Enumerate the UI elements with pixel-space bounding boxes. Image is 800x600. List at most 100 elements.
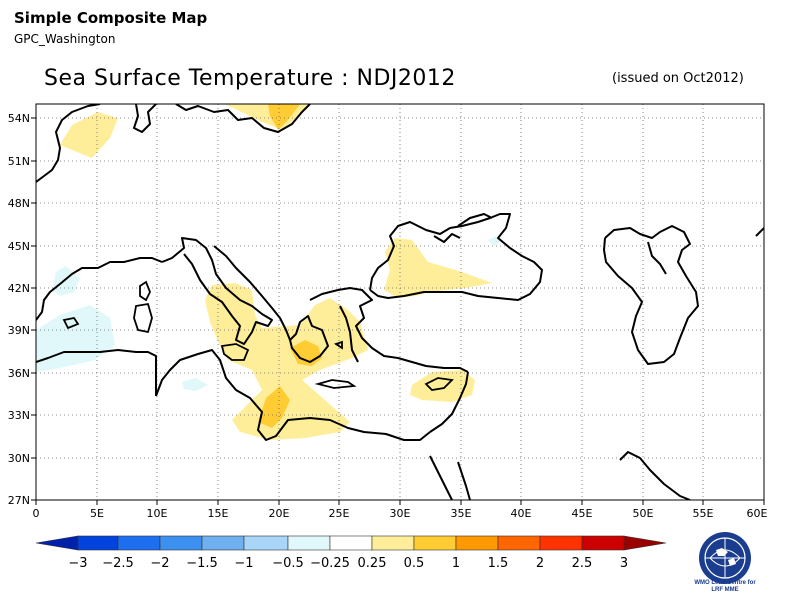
island-corsica xyxy=(139,280,151,302)
coast-caspian-inner xyxy=(647,241,667,275)
colorbar-cell xyxy=(77,535,119,551)
coast-red-sea xyxy=(429,455,453,500)
colorbar-label: 0.5 xyxy=(404,556,425,571)
island-sardinia xyxy=(133,302,153,334)
lat-label: 45N xyxy=(8,240,30,253)
coast-levant xyxy=(429,371,469,433)
colorbar-label: 2.5 xyxy=(572,556,593,571)
grid-lines xyxy=(36,104,764,500)
colorbar-cell xyxy=(371,535,415,551)
colorbar-cell xyxy=(243,535,289,551)
lon-label: 10E xyxy=(147,507,168,520)
lat-labels: 54N 51N 48N 45N 42N 39N 36N 33N 30N 27N xyxy=(8,112,30,507)
coast-baltic xyxy=(175,104,311,133)
colorbar-label: −0.25 xyxy=(310,556,350,571)
wmo-logo-caption: WMO Lead Centre for LRF MME xyxy=(680,580,770,594)
coast-black-sea xyxy=(369,213,543,301)
colorbar-label: 2 xyxy=(536,556,544,571)
islands xyxy=(62,280,454,391)
coast-caspian xyxy=(603,225,699,365)
coast-azov xyxy=(457,213,493,227)
logo-caption-line1: WMO Lead Centre for xyxy=(694,580,756,586)
lat-label: 27N xyxy=(8,494,30,507)
anomaly-levant xyxy=(410,370,475,402)
lon-label: 30E xyxy=(390,507,411,520)
lat-label: 42N xyxy=(8,282,30,295)
coast-red-sea-east xyxy=(457,461,471,500)
colorbar-label: −3 xyxy=(68,556,87,571)
coast-aegean-turkey xyxy=(339,305,359,363)
colorbar-cell xyxy=(159,535,203,551)
coastlines xyxy=(36,104,764,500)
lon-label: 35E xyxy=(451,507,472,520)
lon-label: 0 xyxy=(33,507,40,520)
lat-label: 30N xyxy=(8,452,30,465)
anomaly-black-sea xyxy=(384,238,492,298)
lat-label: 36N xyxy=(8,367,30,380)
colorbar-cell xyxy=(329,535,373,551)
island-cyprus xyxy=(424,377,454,391)
coast-italy-france xyxy=(161,237,273,345)
lat-label: 51N xyxy=(8,155,30,168)
wmo-logo-icon xyxy=(699,532,751,584)
colorbar-label: 0.25 xyxy=(358,556,387,571)
colorbar-cell xyxy=(201,535,245,551)
colorbar-cell xyxy=(455,535,499,551)
lat-label: 54N xyxy=(8,112,30,125)
lon-label: 15E xyxy=(208,507,229,520)
coast-north-europe xyxy=(36,104,101,183)
colorbar-label: −2.5 xyxy=(102,556,134,571)
lat-label: 39N xyxy=(8,324,30,337)
anomaly-east-med-cool xyxy=(182,378,208,391)
colorbar-label: −1 xyxy=(234,556,253,571)
colorbar-cell xyxy=(287,535,331,551)
colorbar-cell xyxy=(497,535,541,551)
coast-greece xyxy=(289,315,329,363)
colorbar-cell xyxy=(581,535,625,551)
colorbar-left-arrow xyxy=(35,535,79,551)
anomaly-caspian-cool xyxy=(488,236,500,246)
anomaly-atlantic-cool xyxy=(36,305,115,372)
island-aegean-1 xyxy=(333,340,343,350)
colorbar-label: −1.5 xyxy=(186,556,218,571)
map-title: Sea Surface Temperature : NDJ2012 xyxy=(44,66,456,91)
colorbar-right-arrow xyxy=(623,535,667,551)
colorbar-cell xyxy=(413,535,457,551)
lon-label: 40E xyxy=(511,507,532,520)
lon-label: 60E xyxy=(747,507,768,520)
colorbar-label: 1.5 xyxy=(488,556,509,571)
colorbar-label: 3 xyxy=(620,556,628,571)
island-sicily xyxy=(220,343,250,361)
anomaly-central-med-core xyxy=(258,386,290,428)
colorbar-label: −0.5 xyxy=(272,556,304,571)
colorbar xyxy=(35,535,667,551)
coast-maghreb-west xyxy=(36,349,157,396)
anomaly-central-med xyxy=(205,283,368,440)
lon-label: 5E xyxy=(90,507,104,520)
colorbar-cell xyxy=(539,535,583,551)
coast-crimea xyxy=(433,233,461,243)
island-balearic xyxy=(62,316,80,330)
lat-label: 33N xyxy=(8,409,30,422)
colorbar-labels: −3 −2.5 −2 −1.5 −1 −0.5 −0.25 0.25 0.5 1… xyxy=(68,556,628,571)
anomaly-baltic-core xyxy=(268,104,300,130)
coast-adriatic-east xyxy=(213,245,291,341)
logo-caption-line2: LRF MME xyxy=(711,587,739,593)
lon-labels: 0 5E 10E 15E 20E 25E 30E 35E 40E 45E 50E… xyxy=(33,507,768,520)
coast-denmark xyxy=(133,104,157,133)
issued-date: (issued on Oct2012) xyxy=(612,71,744,86)
coast-spain-med xyxy=(36,257,163,321)
coast-east-edge xyxy=(755,227,764,237)
colorbar-label: −2 xyxy=(150,556,169,571)
anomaly-north-sea xyxy=(60,112,118,158)
lon-label: 50E xyxy=(633,507,654,520)
coast-turkey xyxy=(309,287,469,373)
coast-north-africa xyxy=(155,349,431,441)
header-title: Simple Composite Map xyxy=(14,9,208,27)
lon-label: 55E xyxy=(693,507,714,520)
colorbar-cell xyxy=(117,535,161,551)
coast-persian-gulf xyxy=(619,451,691,500)
island-crete xyxy=(314,379,357,389)
header-subtitle: GPC_Washington xyxy=(14,32,116,46)
